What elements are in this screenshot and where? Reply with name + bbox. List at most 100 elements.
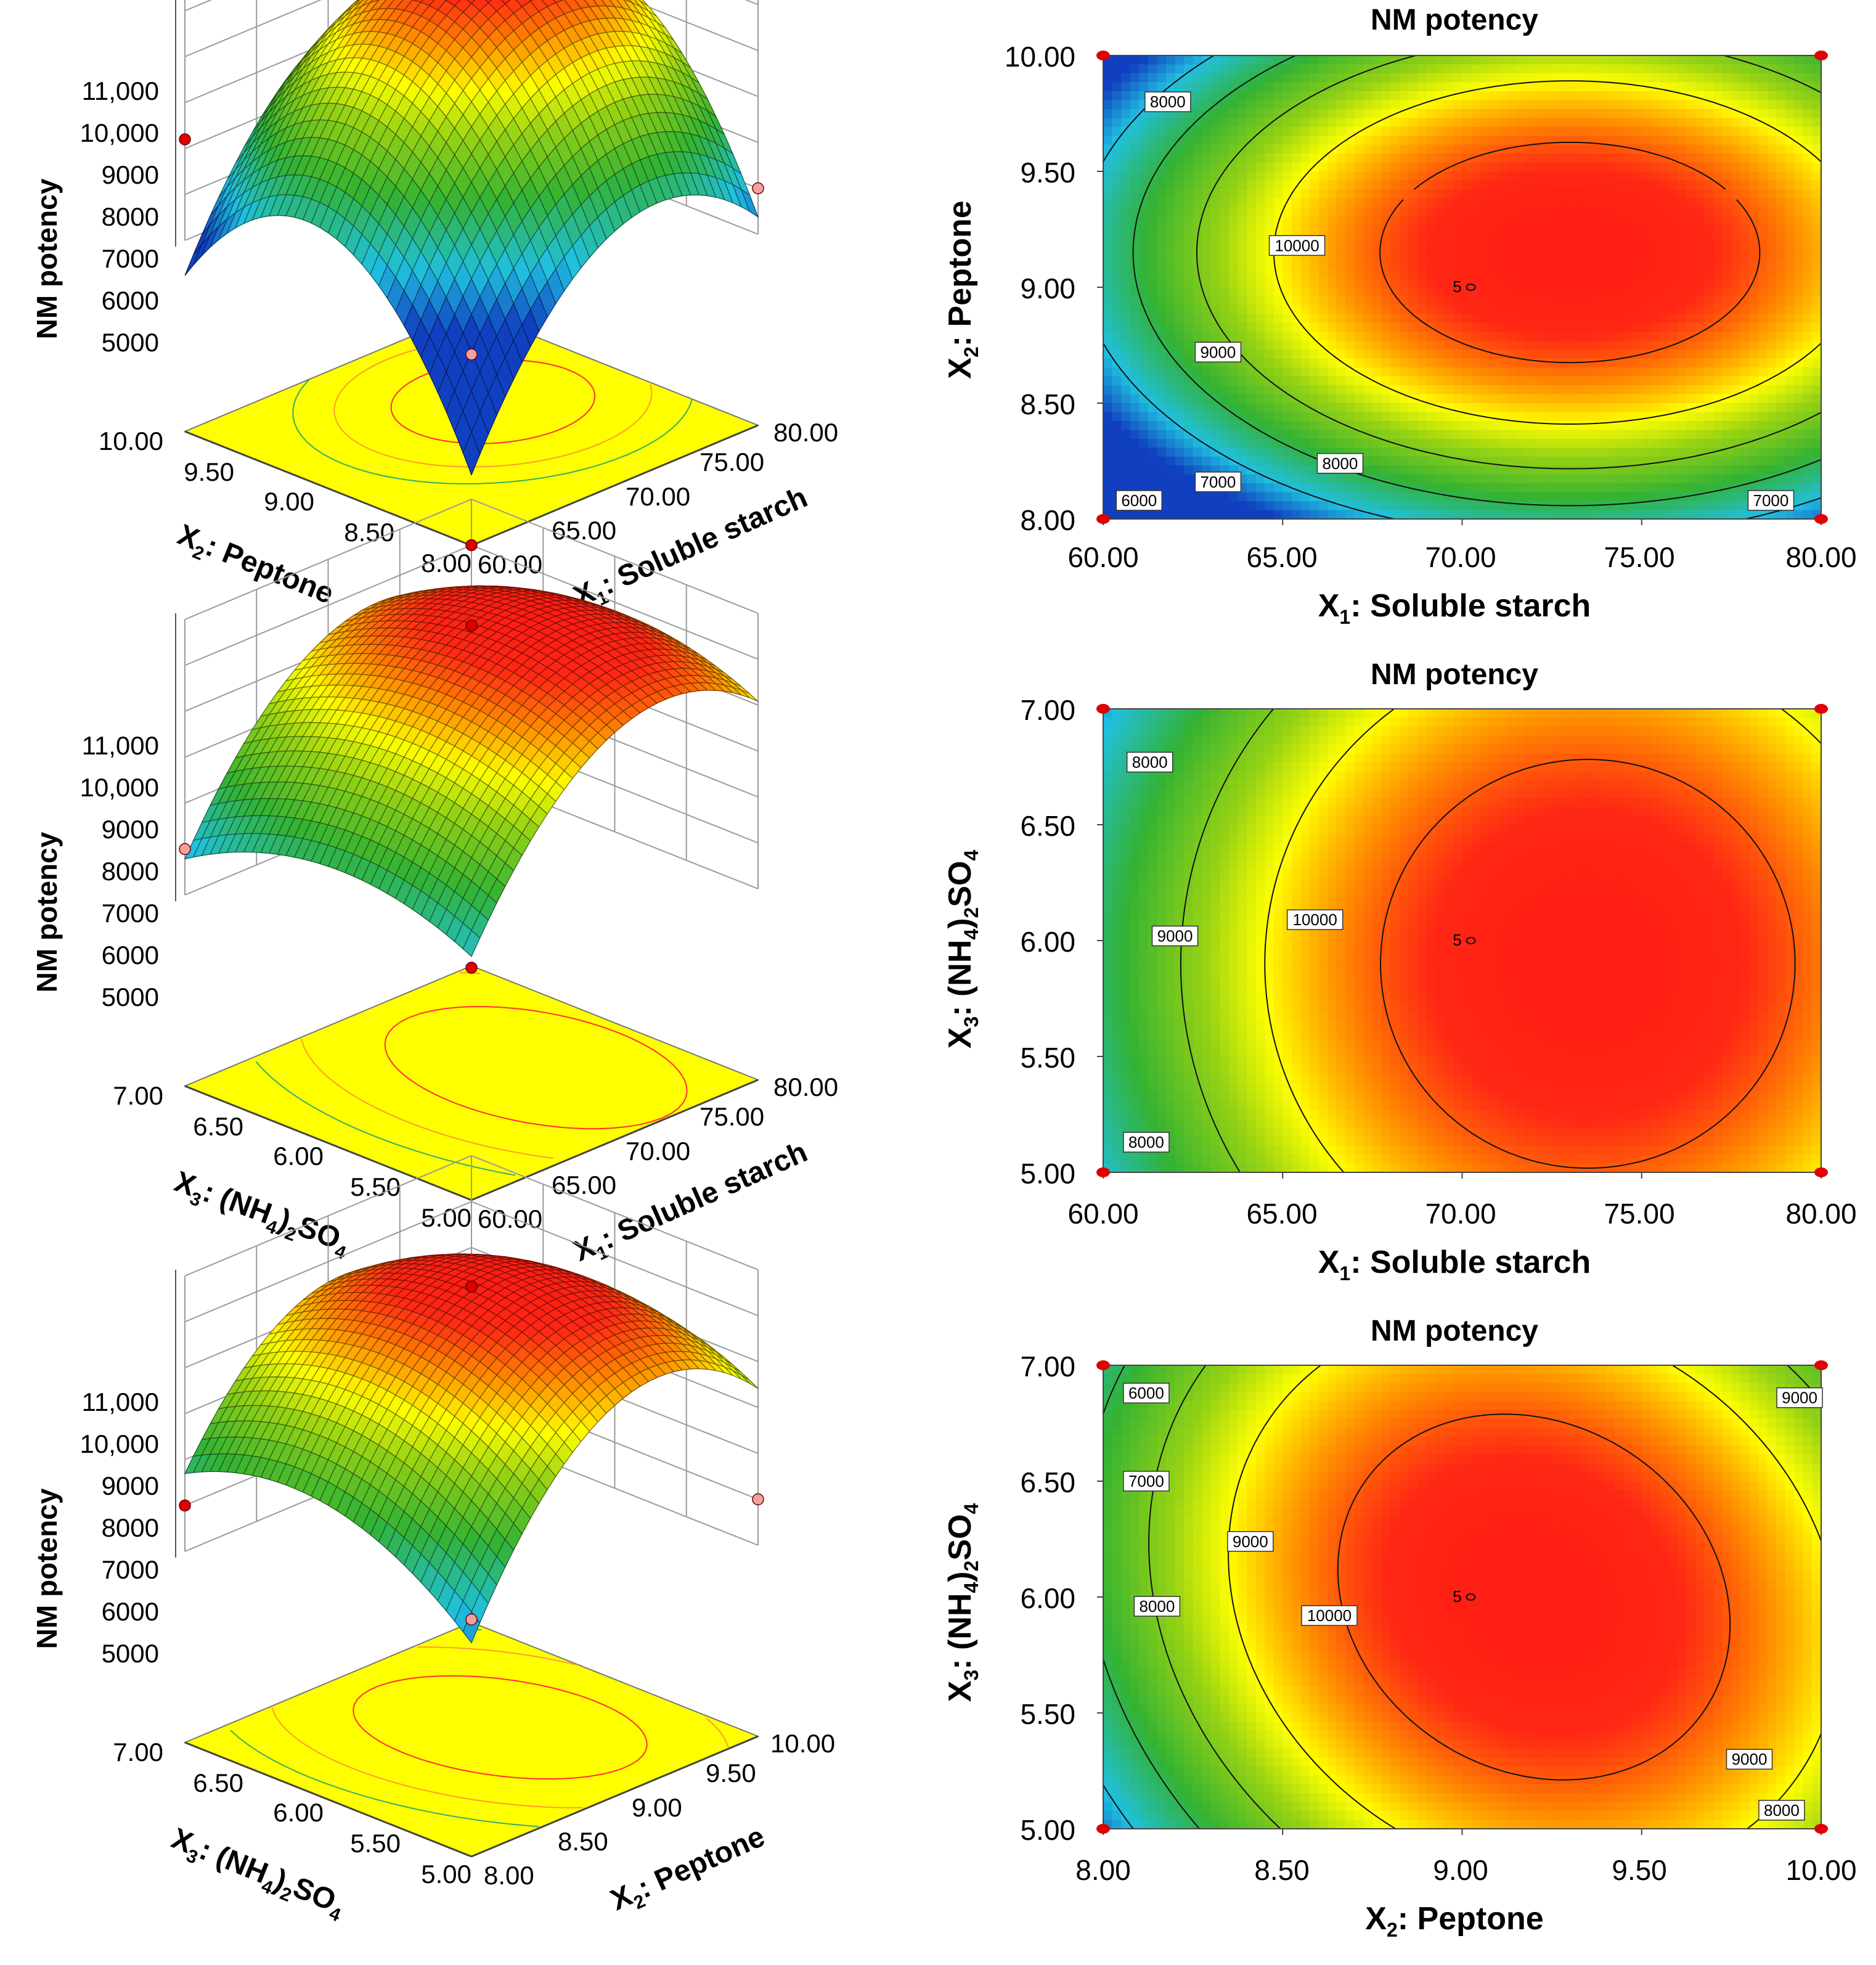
heatmap-cell <box>1578 136 1588 145</box>
heatmap-cell <box>1498 91 1507 100</box>
heatmap-cell <box>1462 474 1472 484</box>
heatmap-cell <box>1175 456 1185 466</box>
heatmap-cell <box>1354 438 1364 448</box>
heatmap-cell <box>1489 438 1499 448</box>
heatmap-cell <box>1596 55 1607 65</box>
heatmap-cell <box>1309 198 1319 208</box>
heatmap-cell <box>1471 376 1481 386</box>
heatmap-cell <box>1220 385 1230 395</box>
heatmap-cell <box>1659 162 1670 172</box>
heatmap-cell <box>1668 430 1678 439</box>
heatmap-cell <box>1157 171 1167 181</box>
heatmap-cell <box>1543 367 1552 377</box>
z-axis-title-a: NM potency <box>31 178 63 339</box>
heatmap-cell <box>1668 349 1678 359</box>
heatmap-cell <box>1381 242 1391 252</box>
heatmap-cell <box>1238 394 1247 404</box>
heatmap-cell <box>1570 483 1580 493</box>
heatmap-cell <box>1372 304 1382 314</box>
heatmap-cell <box>1309 322 1319 332</box>
heatmap-cell <box>1650 136 1660 145</box>
heatmap-cell <box>1570 412 1580 422</box>
heatmap-cell <box>1157 278 1167 288</box>
heatmap-cell <box>1534 501 1544 511</box>
heatmap-cell <box>1291 340 1301 350</box>
heatmap-cell <box>1435 465 1445 475</box>
heatmap-cell <box>1507 367 1517 377</box>
heatmap-cell <box>1498 314 1507 324</box>
heatmap-cell <box>1560 136 1570 145</box>
heatmap-cell <box>1157 118 1167 128</box>
x-tick-label: 60.00 <box>478 550 542 579</box>
heatmap-cell <box>1731 332 1741 341</box>
heatmap-cell <box>1731 420 1741 430</box>
heatmap-cell <box>1578 242 1588 252</box>
heatmap-cell <box>1471 296 1481 306</box>
heatmap-cell <box>1390 474 1400 484</box>
heatmap-cell <box>1238 206 1247 216</box>
heatmap-cell <box>1139 118 1149 128</box>
heatmap-cell <box>1390 296 1400 306</box>
heatmap-cell <box>1588 403 1597 413</box>
heatmap-cell <box>1740 456 1750 466</box>
heatmap-cell <box>1678 412 1687 422</box>
heatmap-cell <box>1327 64 1337 74</box>
heatmap-cell <box>1704 118 1714 128</box>
heatmap-cell <box>1713 269 1723 279</box>
heatmap-cell <box>1121 216 1131 226</box>
heatmap-cell <box>1175 180 1185 190</box>
heatmap-cell <box>1668 304 1678 314</box>
heatmap-cell <box>1283 136 1292 145</box>
heatmap-cell <box>1193 447 1202 457</box>
heatmap-cell <box>1220 73 1230 83</box>
heatmap-cell <box>1381 420 1391 430</box>
heatmap-cell <box>1731 234 1741 243</box>
heatmap-cell <box>1103 278 1113 288</box>
heatmap-cell <box>1238 126 1247 136</box>
heatmap-cell <box>1615 91 1625 100</box>
heatmap-cell <box>1678 420 1687 430</box>
heatmap-cell <box>1139 465 1149 475</box>
heatmap-cell <box>1112 180 1122 190</box>
heatmap-cell <box>1283 64 1292 74</box>
heatmap-cell <box>1471 269 1481 279</box>
heatmap-cell <box>1543 376 1552 386</box>
heatmap-cell <box>1471 91 1481 100</box>
heatmap-cell <box>1489 287 1499 297</box>
heatmap-cell <box>1121 82 1131 92</box>
heatmap-cell <box>1444 322 1454 332</box>
heatmap-cell <box>1552 438 1562 448</box>
heatmap-cell <box>1345 438 1355 448</box>
heatmap-cell <box>1588 180 1597 190</box>
heatmap-cell <box>1291 403 1301 413</box>
heatmap-cell <box>1273 91 1283 100</box>
heatmap-cell <box>1300 73 1310 83</box>
heatmap-cell <box>1480 304 1490 314</box>
heatmap-cell <box>1462 198 1472 208</box>
heatmap-cell <box>1408 322 1418 332</box>
heatmap-cell <box>1633 198 1642 208</box>
heatmap-cell <box>1605 367 1615 377</box>
heatmap-cell <box>1220 242 1230 252</box>
heatmap-cell <box>1139 153 1149 163</box>
heatmap-cell <box>1345 251 1355 261</box>
heatmap-cell <box>1220 216 1230 226</box>
heatmap-cell <box>1426 153 1436 163</box>
heatmap-cell <box>1309 136 1319 145</box>
heatmap-cell <box>1489 430 1499 439</box>
heatmap-cell <box>1210 367 1220 377</box>
heatmap-cell <box>1650 206 1660 216</box>
heatmap-cell <box>1704 108 1714 118</box>
heatmap-cell <box>1390 349 1400 359</box>
heatmap-cell <box>1668 180 1678 190</box>
heatmap-cell <box>1103 216 1113 226</box>
heatmap-cell <box>1515 234 1526 243</box>
heatmap-cell <box>1507 269 1517 279</box>
heatmap-cell <box>1633 126 1642 136</box>
heatmap-cell <box>1552 216 1562 226</box>
heatmap-cell <box>1363 447 1373 457</box>
heatmap-cell <box>1596 510 1607 520</box>
heatmap-cell <box>1462 180 1472 190</box>
heatmap-cell <box>1633 483 1642 493</box>
heatmap-cell <box>1265 349 1274 359</box>
